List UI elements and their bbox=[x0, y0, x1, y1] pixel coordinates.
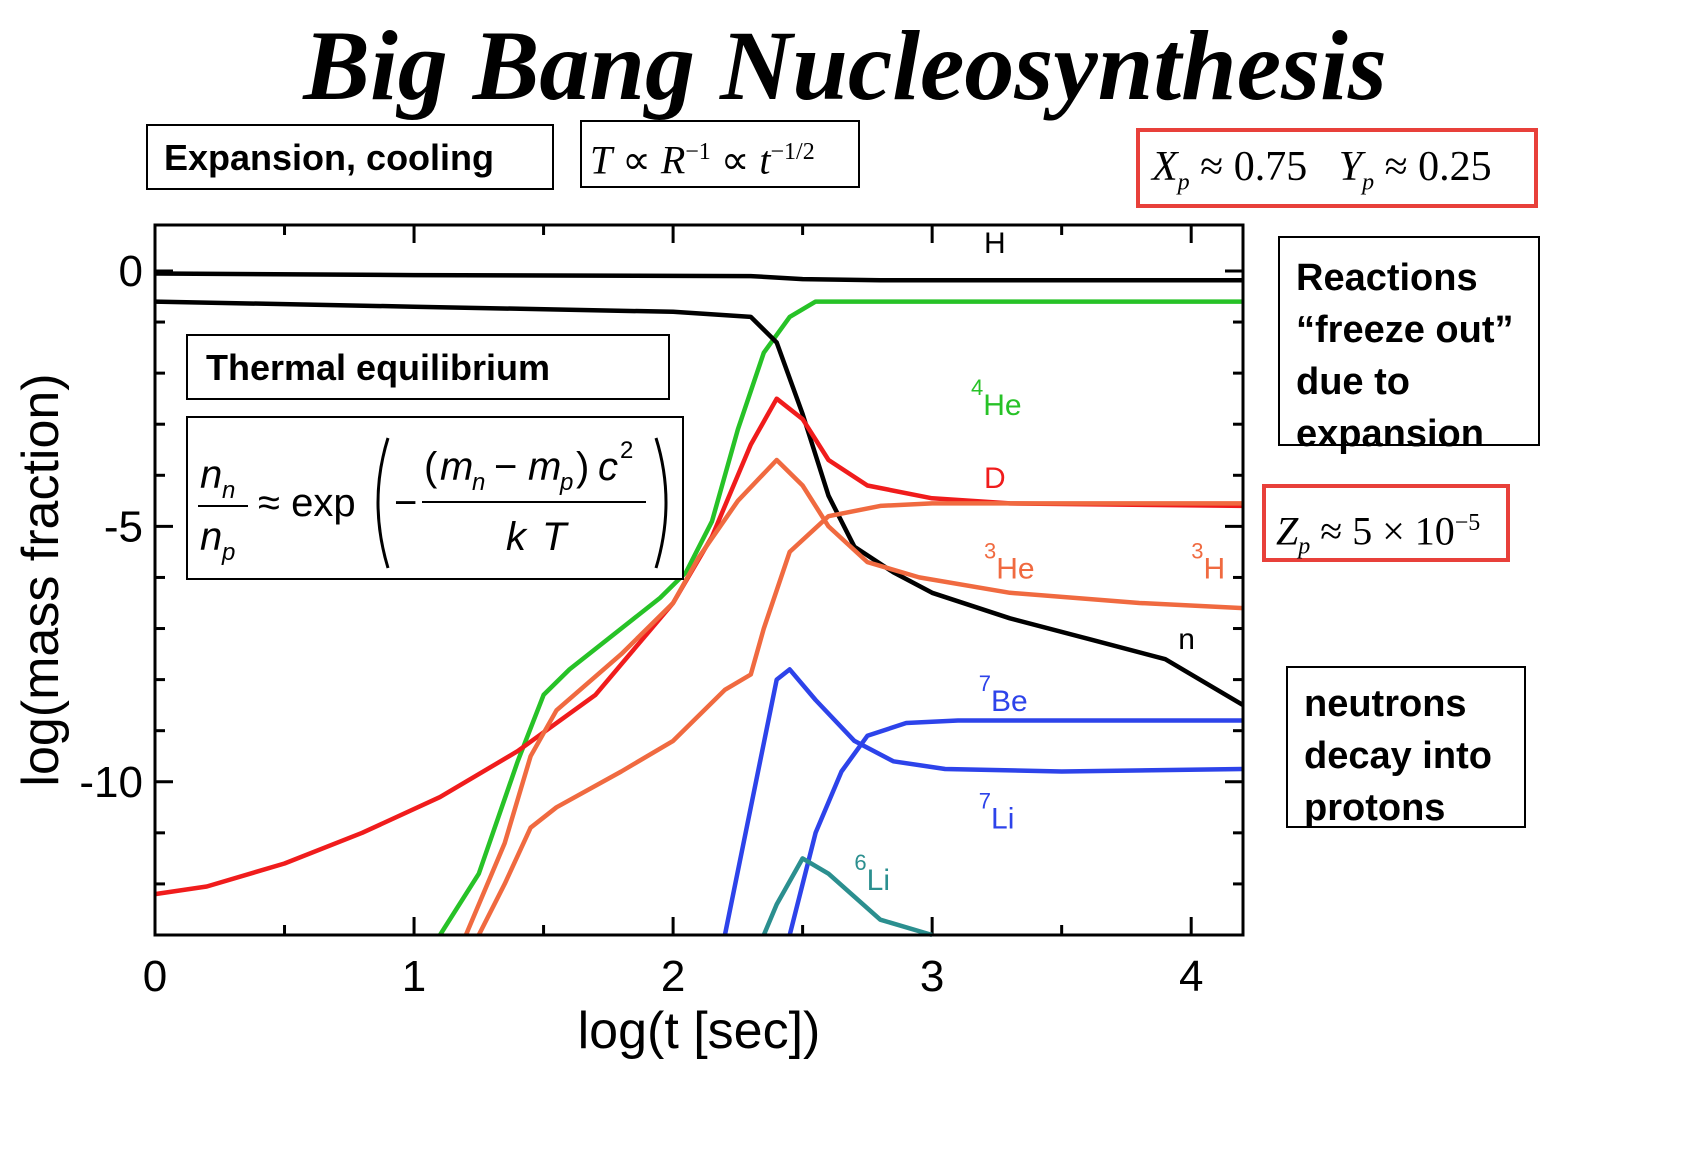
x-tick-label: 4 bbox=[1179, 952, 1203, 1001]
curve-label-3H: 3H bbox=[1191, 538, 1225, 585]
symbol-prop-1: ∝ bbox=[622, 137, 651, 183]
formula-c: c bbox=[598, 445, 618, 489]
curve-label-n: n bbox=[1178, 623, 1195, 656]
exponent-t: −1/2 bbox=[770, 139, 815, 165]
formula-sub-p: p bbox=[559, 469, 573, 496]
freeze-out-line-3: due to bbox=[1296, 361, 1410, 403]
plot-frame bbox=[153, 223, 1245, 937]
x-tick-label: 2 bbox=[661, 952, 685, 1001]
curve-4He bbox=[438, 299, 1243, 937]
curve-label-6Li: 6Li bbox=[854, 850, 890, 897]
formula-m-n: m bbox=[440, 445, 473, 489]
formula-approx-exp: ≈ exp bbox=[258, 481, 356, 525]
boltzmann-formula-svg: n n n p ≈ exp − ( m n − m p ) c 2 k T bbox=[198, 437, 668, 569]
x-tick-label: 3 bbox=[920, 952, 944, 1001]
x-tick-label: 0 bbox=[143, 952, 167, 1001]
x-axis-label: log(t [sec]) bbox=[578, 1002, 821, 1060]
formula-sub-n-top: n bbox=[222, 477, 235, 504]
formula-open-paren: ( bbox=[424, 445, 438, 489]
symbol-prop-2: ∝ bbox=[720, 137, 750, 183]
curve-label-4He: 4He bbox=[971, 375, 1022, 422]
exponent-Zp: −5 bbox=[1454, 510, 1481, 536]
neutron-decay-line-1: neutrons bbox=[1304, 683, 1467, 725]
boltzmann-formula-box: n n n p ≈ exp − ( m n − m p ) c 2 k T bbox=[186, 416, 684, 580]
curve-7Li bbox=[787, 718, 1243, 936]
symbol-T: T bbox=[590, 137, 613, 183]
tick-labels: 0 1 2 3 4 0 -5 -10 bbox=[79, 247, 1203, 1001]
curve-label-7Li: 7Li bbox=[979, 789, 1015, 836]
freeze-out-line-4: expansion bbox=[1296, 413, 1484, 455]
curve-3H bbox=[476, 501, 1243, 937]
curve-n bbox=[154, 299, 1245, 708]
page-title: Big Bang Nucleosynthesis bbox=[303, 10, 1387, 121]
exponent-R: −1 bbox=[685, 139, 711, 165]
symbol-X: X bbox=[1152, 144, 1178, 190]
y-tick-label: -10 bbox=[79, 758, 143, 807]
formula-n-top: n bbox=[200, 453, 222, 497]
value-Yp: ≈ 0.25 bbox=[1384, 144, 1492, 190]
subscript-Yp: p bbox=[1362, 169, 1375, 196]
freeze-out-box: Reactions “freeze out” due to expansion bbox=[1278, 236, 1540, 455]
y-tick-label: -5 bbox=[104, 502, 143, 551]
formula-inner-minus: − bbox=[494, 445, 517, 489]
temperature-scaling-box: T ∝ R−1 ∝ t−1/2 bbox=[580, 120, 860, 188]
curve-H bbox=[154, 271, 1243, 283]
thermal-equilibrium-box: Thermal equilibrium bbox=[186, 334, 670, 400]
curve-label-7Be: 7Be bbox=[979, 671, 1028, 718]
formula-k: k bbox=[506, 515, 528, 559]
symbol-t: t bbox=[759, 137, 771, 183]
formula-right-paren bbox=[654, 437, 668, 569]
curve-label-3He: 3He bbox=[984, 538, 1035, 585]
symbol-Z: Z bbox=[1276, 508, 1299, 554]
freeze-out-line-1: Reactions bbox=[1296, 257, 1478, 299]
primordial-abundances-box: Xp ≈ 0.75 Yp ≈ 0.25 bbox=[1136, 128, 1538, 208]
subscript-Zp: p bbox=[1298, 533, 1311, 560]
expansion-cooling-box: Expansion, cooling bbox=[146, 124, 554, 190]
value-Zp: ≈ 5 × 10 bbox=[1320, 508, 1455, 554]
symbol-Y: Y bbox=[1338, 144, 1363, 190]
neutron-decay-box: neutrons decay into protons bbox=[1286, 666, 1526, 829]
abundance-curves bbox=[154, 271, 1245, 938]
curve-labels: H 4He n D 3He 3H 7Be 7Li 6Li bbox=[854, 227, 1225, 897]
curve-7Be bbox=[722, 667, 1244, 936]
subscript-Xp: p bbox=[1177, 169, 1190, 196]
thermal-equilibrium-label: Thermal equilibrium bbox=[206, 347, 551, 388]
expansion-cooling-label: Expansion, cooling bbox=[164, 137, 495, 178]
axis-ticks bbox=[153, 225, 1243, 937]
metallicity-box: Zp ≈ 5 × 10−5 bbox=[1262, 484, 1510, 562]
y-tick-label: 0 bbox=[119, 247, 143, 296]
symbol-R: R bbox=[660, 137, 686, 183]
curve-label-D: D bbox=[984, 462, 1006, 495]
neutron-decay-line-2: decay into bbox=[1304, 735, 1492, 777]
formula-close-paren: ) bbox=[576, 445, 589, 489]
formula-c-exp: 2 bbox=[620, 437, 633, 464]
formula-n-bottom: n bbox=[200, 515, 222, 559]
formula-left-paren bbox=[376, 437, 390, 569]
formula-minus: − bbox=[394, 481, 417, 525]
curve-3He bbox=[463, 457, 1244, 936]
freeze-out-line-2: “freeze out” bbox=[1296, 309, 1514, 351]
formula-T: T bbox=[542, 515, 569, 559]
y-axis-label: log(mass fraction) bbox=[12, 373, 70, 786]
formula-sub-p-bottom: p bbox=[221, 539, 235, 566]
curve-label-H: H bbox=[984, 227, 1006, 260]
value-Xp: ≈ 0.75 bbox=[1200, 144, 1308, 190]
x-tick-label: 1 bbox=[402, 952, 426, 1001]
formula-m-p: m bbox=[528, 445, 561, 489]
curve-6Li bbox=[761, 856, 933, 938]
formula-sub-n: n bbox=[472, 469, 485, 496]
neutron-decay-line-3: protons bbox=[1304, 787, 1446, 829]
